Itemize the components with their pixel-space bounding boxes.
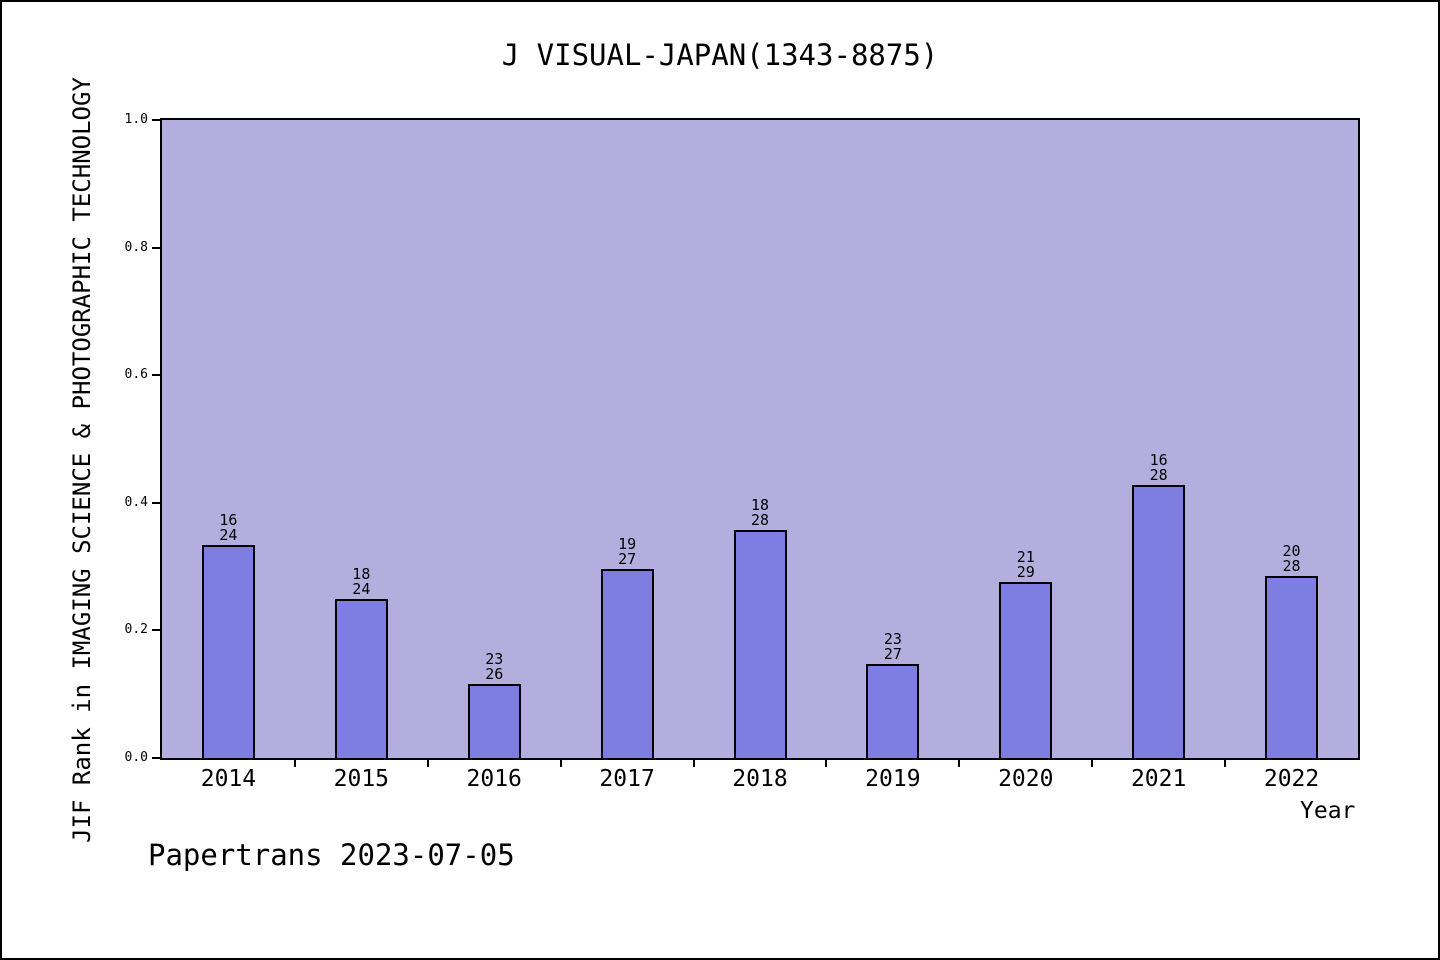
bar-total-2017: 27 xyxy=(618,549,637,568)
bar-total-2015: 24 xyxy=(352,579,371,598)
y-axis-tick-label: 0.6 xyxy=(124,367,148,383)
bar-label-2020: 21 29 xyxy=(996,547,1056,581)
x-tick-label-2015: 2015 xyxy=(333,766,390,792)
bar-label-2018: 18 28 xyxy=(730,498,790,528)
bar-2015 xyxy=(334,598,388,758)
x-axis-tick xyxy=(1224,758,1227,767)
bar-2014 xyxy=(201,545,255,758)
bar-rank-2020: 21 xyxy=(1016,547,1035,566)
x-axis-tick xyxy=(426,758,429,767)
bar-total-2019: 27 xyxy=(883,644,902,663)
y-axis-tick xyxy=(152,501,160,504)
bar-total-2014: 24 xyxy=(219,526,238,545)
bar-label-2016: 23 26 xyxy=(464,652,524,682)
bar-2022 xyxy=(1265,575,1319,758)
y-axis-tick-label: 0.2 xyxy=(124,622,148,638)
y-axis-tick-label: 0.0 xyxy=(124,750,148,765)
bar-2019 xyxy=(866,663,920,758)
bar-label-2015: 18 24 xyxy=(331,564,391,598)
bar-total-2021: 28 xyxy=(1149,465,1168,484)
y-axis-tick-label: 0.8 xyxy=(124,239,148,255)
x-tick-label-2017: 2017 xyxy=(599,766,655,792)
bar-2017 xyxy=(600,568,654,758)
bar-2018 xyxy=(733,530,787,758)
y-axis-tick xyxy=(152,629,160,632)
y-axis-tick-label: 0.4 xyxy=(124,494,148,510)
bar-rank-2021: 16 xyxy=(1149,450,1168,469)
bar-label-2019: 23 27 xyxy=(863,629,923,663)
bar-label-2021: 16 28 xyxy=(1129,450,1189,484)
bar-total-2018: 28 xyxy=(750,511,770,530)
x-axis-label: Year xyxy=(1300,798,1356,824)
x-tick-label-2018: 2018 xyxy=(732,766,788,792)
bar-total-2022: 28 xyxy=(1282,556,1301,575)
x-tick-label-2014: 2014 xyxy=(200,766,257,792)
bar-rank-2015: 18 xyxy=(352,564,371,583)
x-axis-tick xyxy=(293,758,296,767)
watermark-text: Papertrans 2023-07-05 xyxy=(148,838,515,872)
bar-total-2016: 26 xyxy=(485,665,504,684)
bar-2021 xyxy=(1132,484,1186,758)
plot-area: 0.0 0.2 0.4 0.6 0.8 1.0 16 24 2014 18 24 2015 23 26 20… xyxy=(125,112,1360,792)
chart-title: J VISUAL-JAPAN(1343-8875) xyxy=(501,38,939,72)
bar-rank-2017: 19 xyxy=(618,534,637,553)
bar-2016 xyxy=(467,684,521,758)
x-axis-tick xyxy=(559,758,562,767)
bar-2020 xyxy=(999,581,1053,758)
bar-rank-2022: 20 xyxy=(1282,541,1301,560)
y-axis-label: JIF Rank in IMAGING SCIENCE & PHOTOGRAPH… xyxy=(68,77,96,843)
bar-rank-2018: 18 xyxy=(750,496,770,515)
bar-rank-2019: 23 xyxy=(883,629,902,648)
bar-label-2014: 16 24 xyxy=(198,513,258,543)
bar-rank-2016: 23 xyxy=(485,650,504,669)
bar-rank-2014: 16 xyxy=(219,511,238,530)
x-axis-tick xyxy=(692,758,695,767)
y-axis-tick xyxy=(152,246,160,249)
bar-total-2020: 29 xyxy=(1016,562,1035,581)
x-axis-tick xyxy=(1091,758,1094,767)
bar-label-2022: 20 28 xyxy=(1262,541,1322,575)
y-axis-tick xyxy=(152,374,160,377)
x-tick-label-2019: 2019 xyxy=(865,766,921,792)
x-tick-label-2016: 2016 xyxy=(466,766,522,792)
x-axis-tick xyxy=(825,758,828,767)
x-tick-label-2021: 2021 xyxy=(1130,766,1187,792)
y-axis-tick xyxy=(152,119,160,121)
y-axis-tick-label: 1.0 xyxy=(124,112,148,127)
x-tick-label-2020: 2020 xyxy=(998,766,1054,792)
y-axis-tick xyxy=(152,757,160,759)
x-tick-label-2022: 2022 xyxy=(1263,766,1320,792)
x-axis-tick xyxy=(958,758,961,767)
bar-label-2017: 19 27 xyxy=(597,534,657,568)
